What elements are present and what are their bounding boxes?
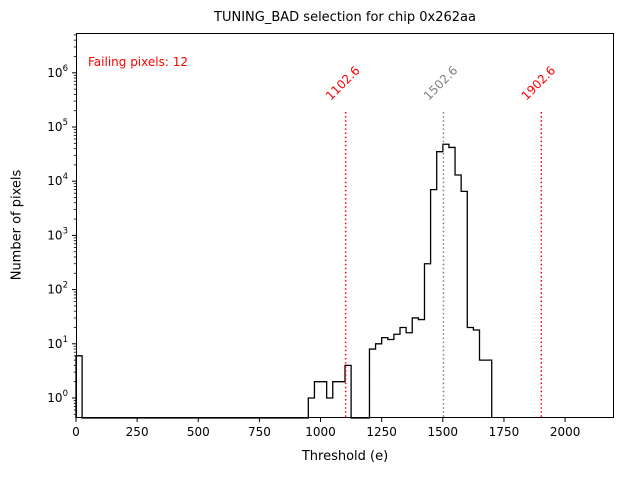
x-tick-label: 1000 xyxy=(305,425,336,439)
y-tick-label: 105 xyxy=(47,118,68,134)
x-tick-label: 1250 xyxy=(366,425,397,439)
x-tick-label: 2000 xyxy=(550,425,581,439)
threshold-vline-label: 1502.6 xyxy=(421,63,461,103)
histogram-step-line xyxy=(75,143,493,419)
failing-pixels-annotation: Failing pixels: 12 xyxy=(88,55,188,69)
y-axis-label: Number of pixels xyxy=(9,169,25,281)
x-tick-label: 1750 xyxy=(489,425,520,439)
threshold-vline-label: 1902.6 xyxy=(519,63,559,103)
y-tick-label: 102 xyxy=(47,281,68,297)
chart-title: TUNING_BAD selection for chip 0x262aa xyxy=(214,10,476,25)
threshold-vline-label: 1102.6 xyxy=(323,63,363,103)
x-axis-label: Threshold (e) xyxy=(301,449,389,464)
x-tick-label: 1500 xyxy=(428,425,459,439)
y-tick-label: 106 xyxy=(47,64,68,80)
x-tick-label: 500 xyxy=(187,425,210,439)
y-tick-label: 100 xyxy=(47,389,68,405)
x-tick-label: 750 xyxy=(248,425,271,439)
y-tick-label: 103 xyxy=(47,226,68,242)
y-tick-label: 104 xyxy=(47,172,68,188)
x-tick-label: 250 xyxy=(126,425,149,439)
y-tick-label: 101 xyxy=(47,335,68,351)
axes-frame xyxy=(76,33,614,418)
x-tick-label: 0 xyxy=(72,425,80,439)
